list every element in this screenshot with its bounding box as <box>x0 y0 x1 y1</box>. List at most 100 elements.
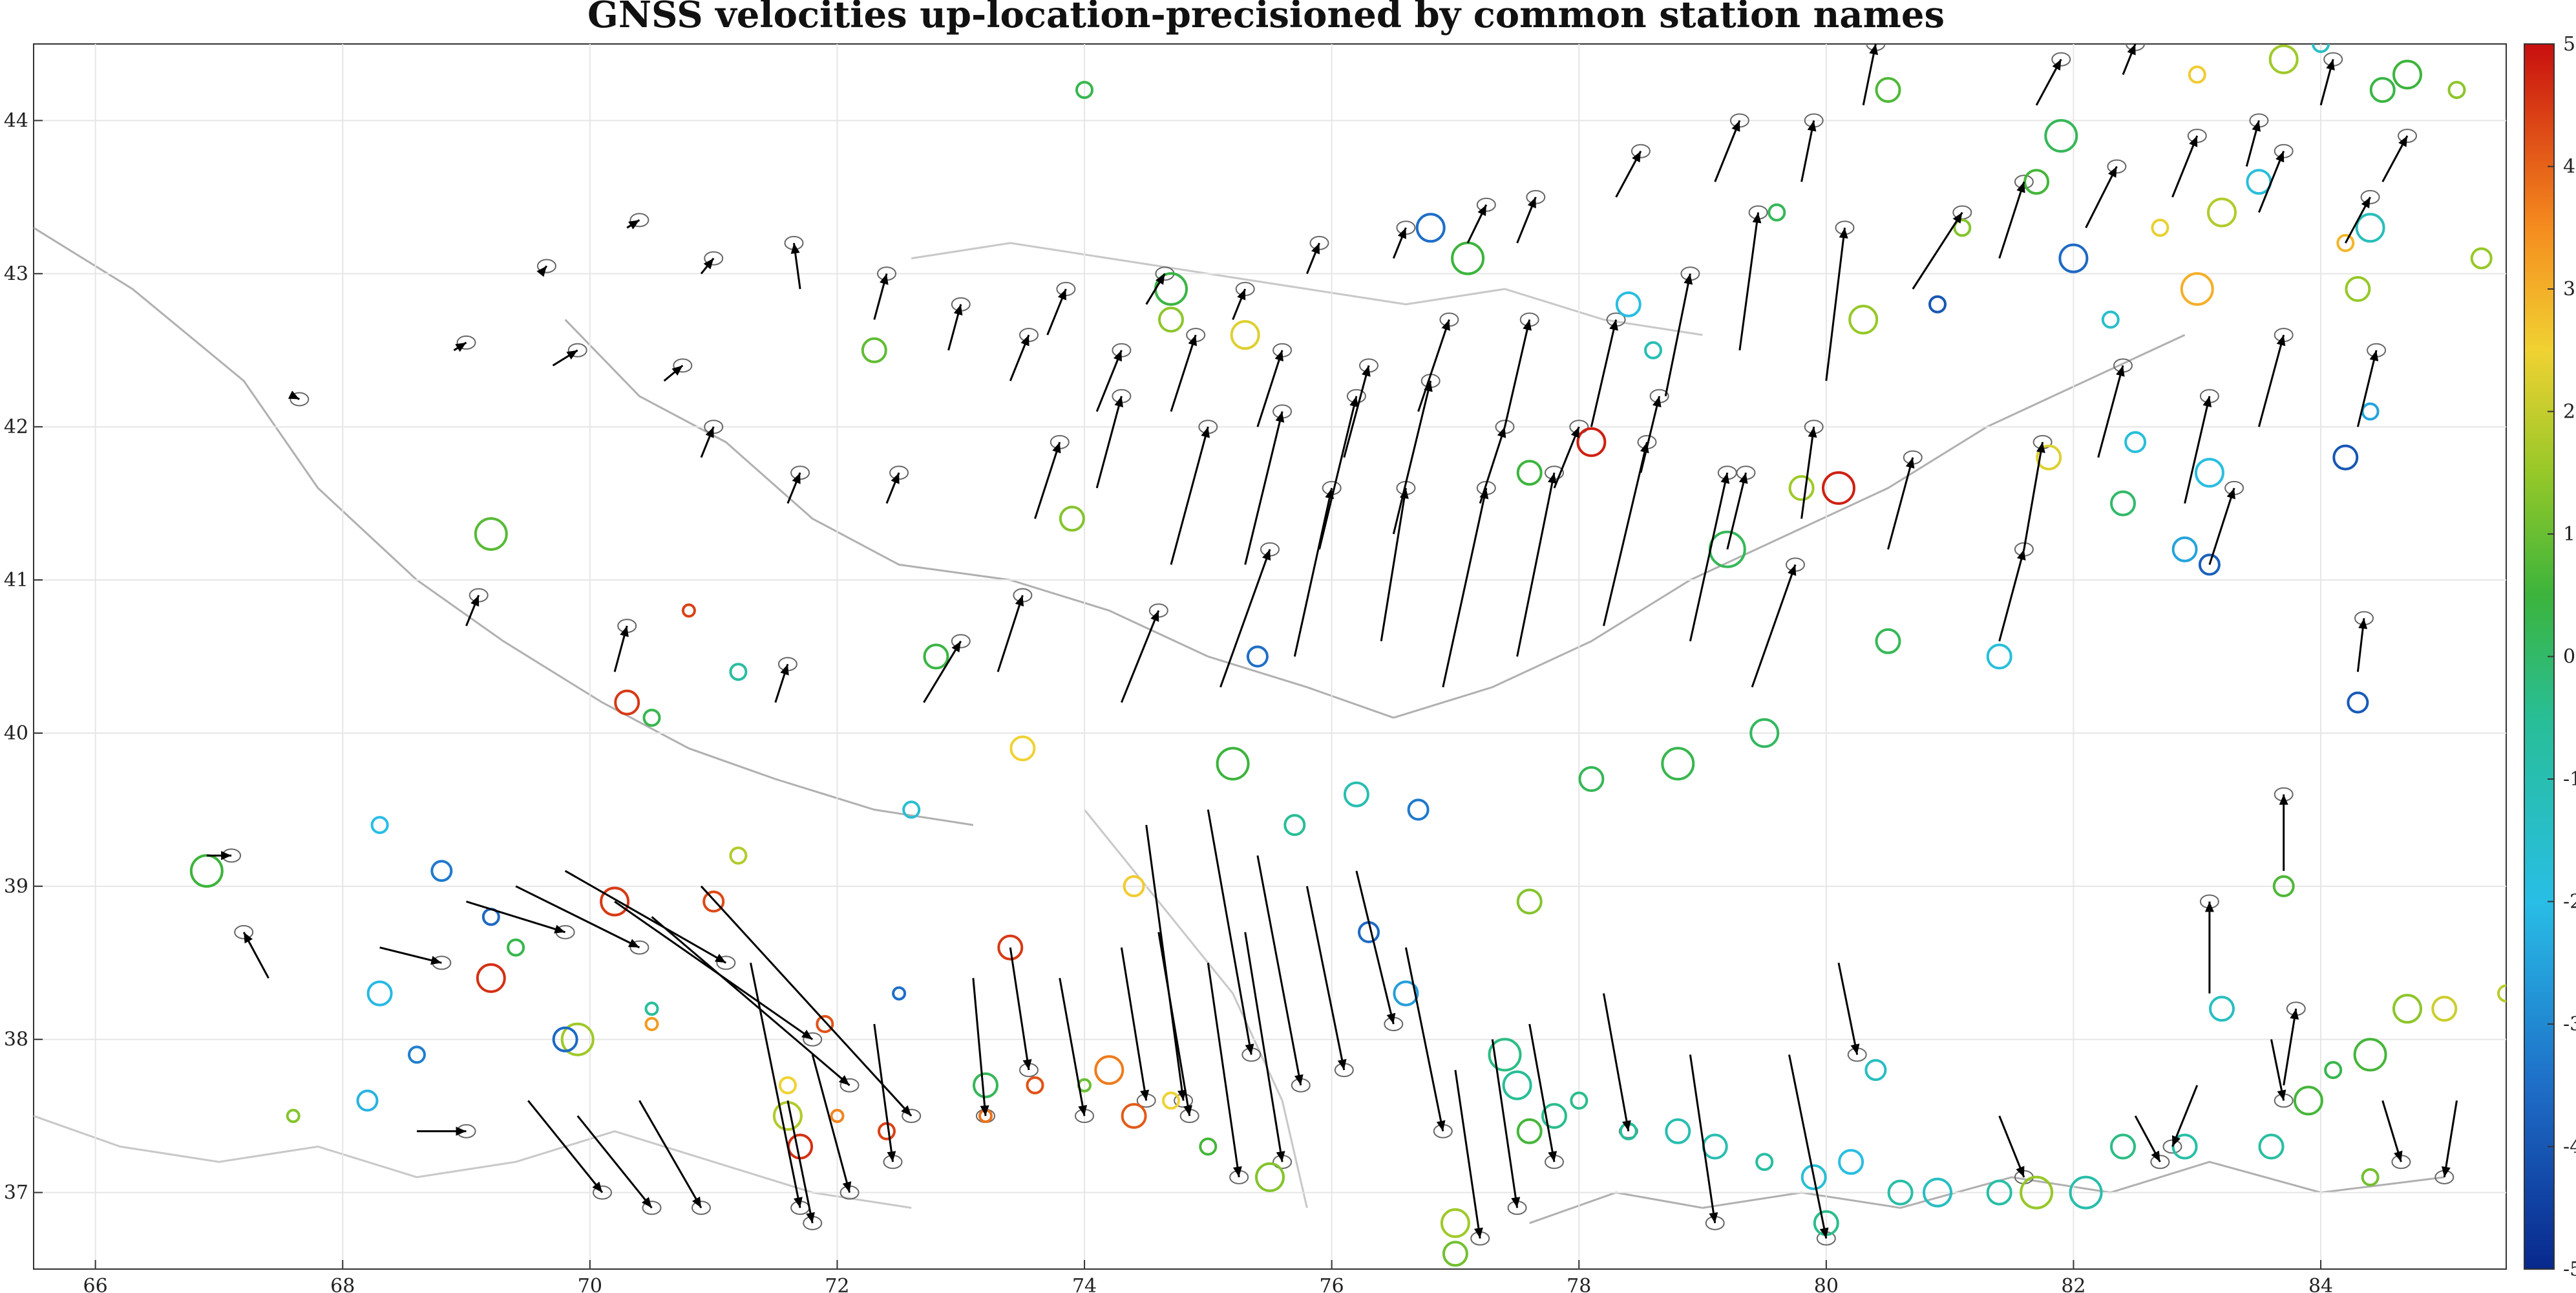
boundary-line <box>564 319 1394 719</box>
arrow-head <box>1337 1059 1347 1071</box>
velocity-arrow <box>2283 1009 2297 1085</box>
arrow-head <box>1474 1227 1483 1239</box>
arrow-head <box>1869 44 1879 56</box>
station-up-circle <box>2369 77 2396 103</box>
arrow-head <box>2442 1166 2451 1177</box>
velocity-arrow <box>1256 350 1283 427</box>
error-ellipse <box>2150 1155 2170 1170</box>
arrow-head <box>842 1181 852 1193</box>
colorbar-tick-label: 3 <box>2563 278 2575 301</box>
velocity-arrow <box>750 963 801 1208</box>
station-up-circle <box>1875 628 1901 654</box>
station-up-circle <box>1009 735 1036 762</box>
station-up-circle <box>614 689 640 716</box>
arrow-head <box>801 1029 813 1040</box>
station-up-circle <box>1875 77 1901 103</box>
arrow-head <box>1497 427 1506 438</box>
velocity-arrow <box>1726 472 1747 550</box>
colorbar-tick-label: -1 <box>2563 768 2576 791</box>
arrow-head <box>1311 242 1320 255</box>
station-up-circle <box>507 938 525 957</box>
arrow-head <box>980 1105 989 1117</box>
arrow-head <box>1362 365 1371 377</box>
arrow-head <box>2369 350 2379 361</box>
station-up-circle <box>1576 427 1607 457</box>
arrow-head <box>1237 289 1246 301</box>
arrow-head <box>1436 1120 1446 1131</box>
error-ellipse <box>642 1201 662 1215</box>
arrow-head <box>671 365 683 376</box>
x-tick-label: 72 <box>825 1275 849 1293</box>
station-up-circle <box>2431 996 2458 1022</box>
station-up-circle <box>1123 875 1145 897</box>
arrow-head <box>2358 618 2368 629</box>
arrow-head <box>1441 319 1450 331</box>
velocity-arrow <box>1442 487 1488 688</box>
error-ellipse <box>593 1185 612 1200</box>
velocity-arrows <box>206 44 2458 1239</box>
station-up-circle <box>600 886 630 917</box>
boundary-line <box>911 242 1703 336</box>
velocity-arrow <box>1516 472 1556 657</box>
velocity-arrow <box>379 946 442 964</box>
velocity-arrow <box>1998 549 2025 642</box>
colorbar-tick-label: -2 <box>2563 891 2576 914</box>
arrow-head <box>1114 350 1122 362</box>
y-tick-label: 38 <box>4 1029 28 1051</box>
arrow-head <box>1078 1105 1088 1117</box>
velocity-arrow <box>466 901 566 934</box>
station-up-circle <box>1578 766 1605 792</box>
station-up-circle <box>1255 1162 1285 1192</box>
velocity-arrow <box>787 1100 814 1224</box>
velocity-arrow <box>700 885 913 1117</box>
station-up-circle <box>2194 458 2224 488</box>
arrow-head <box>2394 1150 2403 1162</box>
velocity-arrow <box>1417 319 1450 412</box>
colorbar-tick-label: -3 <box>2563 1013 2576 1036</box>
station-up-circle <box>2470 247 2493 270</box>
station-up-circle <box>830 1109 845 1124</box>
station-up-circle <box>2180 272 2214 306</box>
velocity-arrow <box>1664 273 1691 397</box>
velocity-arrow <box>1293 487 1333 657</box>
arrow-head <box>2189 136 2198 147</box>
x-tick-label: 68 <box>330 1275 355 1293</box>
velocity-arrow <box>1380 487 1407 642</box>
arrow-head <box>790 242 800 254</box>
arrow-head <box>1052 442 1061 454</box>
velocity-arrow <box>1491 1039 1519 1208</box>
colorbar-tick-label: -5 <box>2563 1258 2576 1281</box>
arrow-head <box>1188 335 1197 347</box>
velocity-arrow <box>1121 610 1160 703</box>
station-up-circle <box>1848 305 1879 335</box>
velocity-arrow <box>1170 426 1209 565</box>
arrow-head <box>1709 1212 1718 1223</box>
station-up-circle <box>1864 1059 1887 1082</box>
velocity-arrow <box>1800 427 1815 519</box>
station-up-circle <box>1986 643 2012 670</box>
velocity-arrow <box>1479 426 1506 504</box>
velocity-arrow <box>1504 319 1531 427</box>
station-up-circle <box>1822 471 1855 505</box>
x-tick-label: 82 <box>2061 1275 2085 1293</box>
arrow-head <box>244 932 253 944</box>
station-up-circle <box>2023 169 2050 195</box>
arrow-head <box>455 342 467 352</box>
station-up-circle <box>702 890 725 913</box>
velocity-arrow <box>2270 1039 2285 1101</box>
arrow-head <box>2275 151 2285 163</box>
map-background-lines <box>34 227 2445 1224</box>
velocity-arrow <box>1912 211 1963 290</box>
arrow-head <box>2036 442 2045 453</box>
velocity-arrow <box>997 595 1024 672</box>
arrow-head <box>1183 1105 1192 1117</box>
arrow-head <box>714 954 726 963</box>
velocity-arrow <box>1590 319 1618 427</box>
arrow-head <box>1652 396 1662 407</box>
velocity-arrow <box>527 1100 604 1193</box>
y-tick-label: 42 <box>4 416 28 438</box>
arrow-head <box>430 956 442 965</box>
station-up-circle <box>2268 44 2299 74</box>
velocity-arrow <box>1207 809 1252 1055</box>
